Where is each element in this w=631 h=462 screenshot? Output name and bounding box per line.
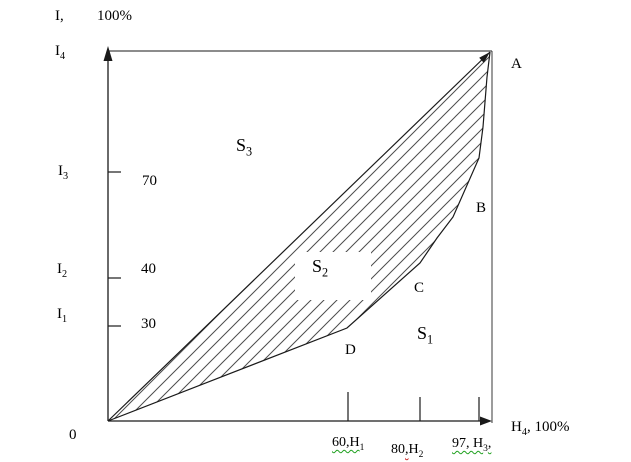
y-level-label-i3: I3: [58, 163, 69, 182]
x-axis-title: H4, 100%: [511, 419, 570, 438]
y-axis-title-symbol: I,: [55, 8, 64, 24]
y-tick-label-40: 40: [141, 261, 156, 277]
y-level-label-i2: I2: [57, 261, 68, 280]
region-label-s2: S2: [312, 256, 329, 280]
y-level-label-i1: I1: [57, 306, 68, 325]
point-label-c: C: [414, 280, 425, 296]
lorenz-curve: [107, 51, 491, 422]
y-axis-title-percent: 100%: [97, 8, 132, 24]
point-label-a: A: [511, 56, 522, 72]
y-axis-arrowhead: [103, 46, 113, 61]
point-label-d: D: [345, 342, 356, 358]
y-level-label-i4: I4: [55, 43, 66, 62]
x-tick-label-97-h3: 97, H3,: [452, 436, 492, 454]
equality-line-arrowhead: [479, 52, 490, 63]
y-tick-label-70: 70: [142, 173, 157, 189]
equality-line: [107, 51, 491, 422]
y-tick-label-30: 30: [141, 316, 156, 332]
region-label-s1: S1: [417, 323, 434, 347]
origin-label: 0: [69, 427, 77, 443]
h2-comma: ,: [405, 442, 409, 457]
x-tick-label-80-h2: 80,H2: [391, 442, 424, 460]
s2-label-box: [295, 252, 371, 300]
region-label-s3: S3: [236, 135, 253, 159]
point-label-b: B: [474, 200, 489, 217]
x-axis-arrowhead: [480, 416, 492, 426]
x-tick-label-60-h1: 60,H1: [332, 435, 365, 453]
